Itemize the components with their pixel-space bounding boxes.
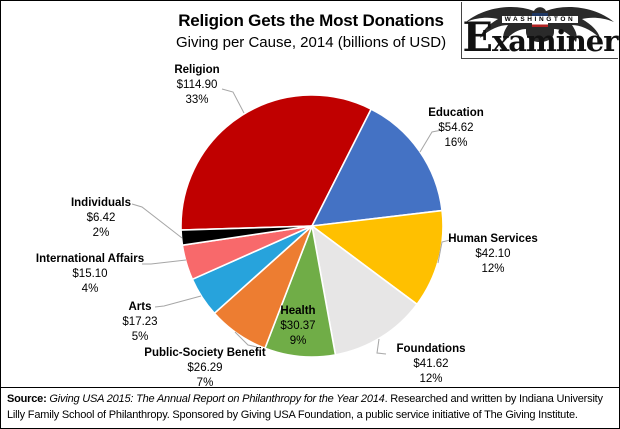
- label-international-affairs: International Affairs $15.10 4%: [35, 253, 145, 295]
- leader-line-arts: [154, 295, 202, 308]
- pie-slice-foundations: [311, 225, 418, 356]
- leader-line-human-services: [437, 239, 451, 264]
- leader-line-international-affairs: [142, 259, 187, 265]
- washington-examiner-logo: WASHINGTON Examiner: [461, 2, 619, 61]
- source-note: Source: Giving USA 2015: The Annual Repo…: [1, 387, 619, 428]
- label-health: Health $30.37 9%: [280, 305, 316, 347]
- logo-masthead: Examiner: [462, 14, 618, 61]
- source-label: Source:: [7, 393, 47, 405]
- leader-line-foundations: [376, 338, 387, 355]
- leader-line-education: [419, 129, 443, 153]
- leader-line-public-society-benefit: [234, 331, 258, 348]
- label-foundations: Foundations $41.62 12%: [396, 343, 466, 385]
- pie-slice-education: [311, 108, 443, 227]
- logo-kicker: WASHINGTON: [462, 16, 618, 23]
- label-individuals: Individuals $6.42 2%: [70, 197, 132, 239]
- source-rest: . Researched and written by Indiana Univ…: [7, 393, 603, 421]
- label-religion: Religion $114.90 33%: [174, 64, 220, 106]
- label-human-services: Human Services $42.10 12%: [448, 233, 538, 275]
- leader-line-religion: [221, 88, 245, 114]
- label-public-society-benefit: Public-Society Benefit $26.29 7%: [144, 347, 266, 389]
- leader-line-individuals: [131, 203, 183, 239]
- source-title: Giving USA 2015: The Annual Report on Ph…: [49, 393, 385, 405]
- chart-subtitle: Giving per Cause, 2014 (billions of USD): [175, 34, 447, 51]
- label-education: Education $54.62 16%: [428, 107, 484, 149]
- pie-slice-religion: [180, 94, 372, 231]
- label-arts: Arts $17.23 5%: [122, 301, 158, 343]
- chart-title: Religion Gets the Most Donations: [178, 11, 444, 30]
